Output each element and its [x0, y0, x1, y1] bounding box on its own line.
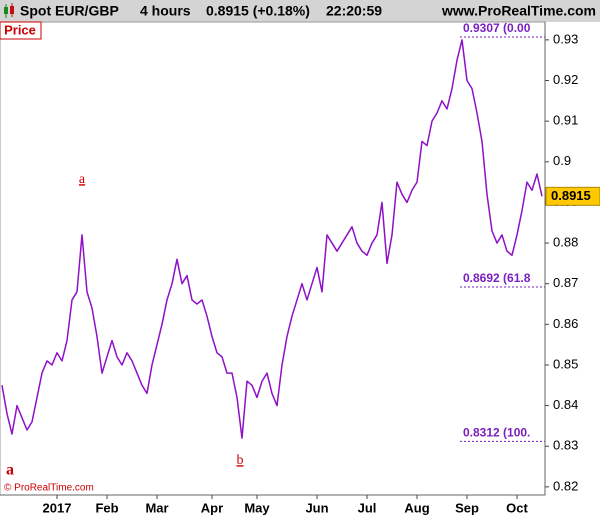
copyright: © ProRealTime.com [4, 483, 94, 494]
price-line [1, 39, 543, 439]
x-tick-label: Apr [201, 500, 223, 515]
y-tick-label: 0.84 [553, 397, 578, 412]
y-tick-label: 0.88 [553, 234, 578, 249]
wave-label: a [6, 462, 14, 479]
x-tick-label: May [244, 500, 270, 515]
y-tick-label: 0.86 [553, 316, 578, 331]
x-tick-label: 2017 [43, 500, 72, 515]
panel-label-box [0, 21, 42, 40]
level-label: 0.9307 (0.00 [463, 21, 531, 35]
period: 4 hours [140, 3, 191, 19]
level-label: 0.8312 (100. [463, 426, 530, 440]
x-tick-label: Sep [455, 500, 479, 515]
logo-icon [4, 3, 14, 18]
last-price-tag [545, 186, 600, 206]
level-label: 0.8692 (61.8 [463, 271, 531, 285]
time: 22:20:59 [326, 3, 382, 19]
y-tick-label: 0.82 [553, 478, 578, 493]
x-tick-label: Feb [95, 500, 118, 515]
panel-label: Price [4, 22, 36, 37]
x-tick-label: Oct [506, 500, 528, 515]
wave-label: a [79, 172, 86, 187]
site: www.ProRealTime.com [441, 3, 596, 19]
y-tick-label: 0.93 [553, 31, 578, 46]
y-tick-label: 0.92 [553, 72, 578, 87]
x-tick-label: Jun [305, 500, 328, 515]
header-bar [0, 0, 600, 22]
x-tick-label: Jul [358, 500, 377, 515]
y-tick-label: 0.9 [553, 153, 571, 168]
y-tick-label: 0.85 [553, 356, 578, 371]
wave-label: b [237, 453, 244, 468]
x-tick-label: Aug [404, 500, 429, 515]
y-tick-label: 0.87 [553, 275, 578, 290]
x-tick-label: Mar [145, 500, 168, 515]
symbol: Spot EUR/GBP [20, 3, 119, 19]
y-tick-label: 0.91 [553, 113, 578, 128]
last-price-label: 0.8915 [551, 188, 591, 203]
y-tick-label: 0.83 [553, 438, 578, 453]
quote: 0.8915 (+0.18%) [206, 3, 310, 19]
plot-area [0, 21, 546, 496]
